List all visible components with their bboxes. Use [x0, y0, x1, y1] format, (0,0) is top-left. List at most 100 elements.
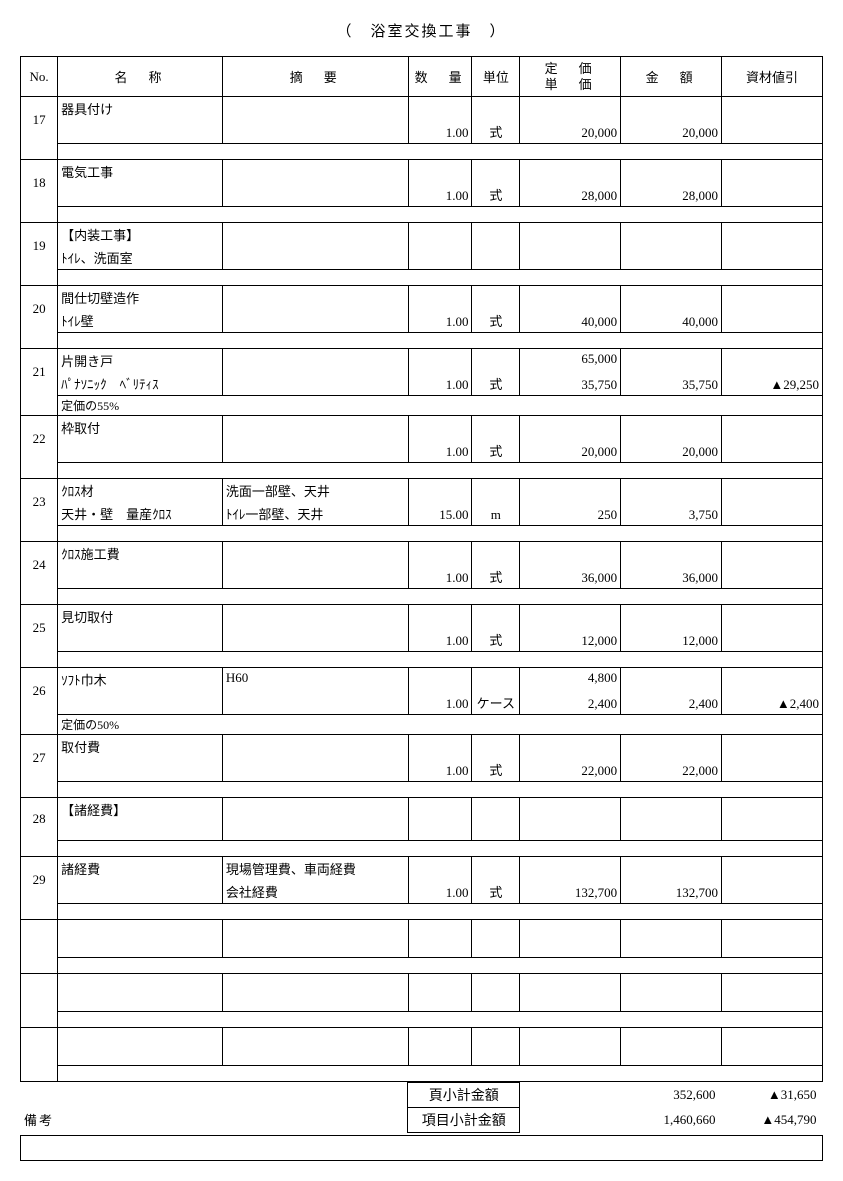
header-unit: 単位: [472, 57, 520, 97]
header-price-top: 定 価: [522, 61, 618, 77]
row-discount: [722, 439, 823, 463]
note-no-cell: [21, 1065, 58, 1081]
row-price2: 40,000: [520, 309, 621, 333]
row-unit-top: [472, 973, 520, 992]
summary-row-page: 頁小計金額 352,600 ▲31,650: [20, 1082, 823, 1107]
row-qty-top: [408, 349, 472, 373]
table-row: 1.00式28,00028,000: [21, 183, 823, 207]
row-qty: [408, 821, 472, 840]
row-note: [58, 1011, 823, 1027]
row-unit-top: [472, 856, 520, 880]
row-no: 26: [21, 668, 58, 715]
row-amount: 28,000: [621, 183, 722, 207]
table-note-row: [21, 1011, 823, 1027]
row-amount: 40,000: [621, 309, 722, 333]
row-unit-top: [472, 798, 520, 822]
row-name2: [58, 565, 223, 589]
row-price2: [520, 1046, 621, 1065]
row-price1: [520, 798, 621, 822]
row-desc1: [222, 416, 408, 440]
row-discount: ▲29,250: [722, 372, 823, 396]
row-desc2: [222, 120, 408, 144]
row-note: [58, 207, 823, 223]
row-price1: 4,800: [520, 668, 621, 692]
row-amount-top: [621, 973, 722, 992]
row-no: [21, 919, 58, 957]
row-price2: 36,000: [520, 565, 621, 589]
table-row: [21, 973, 823, 992]
row-name1: 諸経費: [58, 856, 223, 880]
row-discount-top: [722, 856, 823, 880]
summary-section: 頁小計金額 352,600 ▲31,650 備考 項目小計金額 1,460,66…: [20, 1082, 823, 1133]
row-amount: 22,000: [621, 758, 722, 782]
row-amount-top: [621, 798, 722, 822]
row-discount: [722, 565, 823, 589]
row-desc2: [222, 691, 408, 715]
row-no: 28: [21, 798, 58, 841]
table-row: 1.00式20,00020,000: [21, 439, 823, 463]
row-price2: [520, 821, 621, 840]
row-discount-top: [722, 479, 823, 503]
header-price: 定 価 単 価: [520, 57, 621, 97]
row-unit-top: [472, 97, 520, 121]
row-amount-top: [621, 349, 722, 373]
row-amount-top: [621, 479, 722, 503]
note-no-cell: [21, 526, 58, 542]
row-amount-top: [621, 416, 722, 440]
row-price2: 2,400: [520, 691, 621, 715]
row-desc2: [222, 938, 408, 957]
table-row: ﾄｲﾚ、洗面室: [21, 246, 823, 270]
row-amount-top: [621, 286, 722, 310]
table-row: 1.00式36,00036,000: [21, 565, 823, 589]
table-row: 27取付費: [21, 735, 823, 759]
table-note-row: [21, 144, 823, 160]
row-discount-top: [722, 160, 823, 184]
row-unit: 式: [472, 439, 520, 463]
row-qty: 15.00: [408, 502, 472, 526]
table-note-row: [21, 589, 823, 605]
table-body: 17器具付け1.00式20,00020,00018電気工事1.00式28,000…: [21, 97, 823, 1082]
row-amount-top: [621, 1027, 722, 1046]
table-note-row: [21, 270, 823, 286]
row-price1: [520, 416, 621, 440]
row-unit: [472, 1046, 520, 1065]
table-note-row: [21, 1065, 823, 1081]
row-price2: 20,000: [520, 439, 621, 463]
row-name2: [58, 992, 223, 1011]
row-qty: [408, 1046, 472, 1065]
row-price1: [520, 286, 621, 310]
table-row: 20間仕切壁造作: [21, 286, 823, 310]
row-unit-top: [472, 160, 520, 184]
row-qty: 1.00: [408, 758, 472, 782]
row-note: [58, 652, 823, 668]
row-unit: m: [472, 502, 520, 526]
row-qty-top: [408, 856, 472, 880]
row-unit-top: [472, 919, 520, 938]
table-note-row: 定価の55%: [21, 396, 823, 416]
row-qty: 1.00: [408, 691, 472, 715]
row-discount: [722, 758, 823, 782]
row-name1: [58, 973, 223, 992]
table-row: 21片開き戸65,000: [21, 349, 823, 373]
row-desc2: [222, 821, 408, 840]
note-no-cell: [21, 782, 58, 798]
row-discount: [722, 628, 823, 652]
table-row: ﾄｲﾚ壁1.00式40,00040,000: [21, 309, 823, 333]
table-row: 17器具付け: [21, 97, 823, 121]
row-discount: [722, 502, 823, 526]
row-qty-top: [408, 1027, 472, 1046]
table-row: 29諸経費現場管理費、車両経費: [21, 856, 823, 880]
row-desc2: [222, 758, 408, 782]
row-amount: 3,750: [621, 502, 722, 526]
table-note-row: [21, 840, 823, 856]
remarks-label: 備考: [20, 1107, 408, 1132]
row-discount-top: [722, 798, 823, 822]
row-desc1: [222, 97, 408, 121]
table-note-row: [21, 333, 823, 349]
row-amount: 35,750: [621, 372, 722, 396]
row-no: 24: [21, 542, 58, 589]
row-name1: 【諸経費】: [58, 798, 223, 822]
row-discount-top: [722, 605, 823, 629]
note-no-cell: [21, 903, 58, 919]
row-discount: [722, 309, 823, 333]
